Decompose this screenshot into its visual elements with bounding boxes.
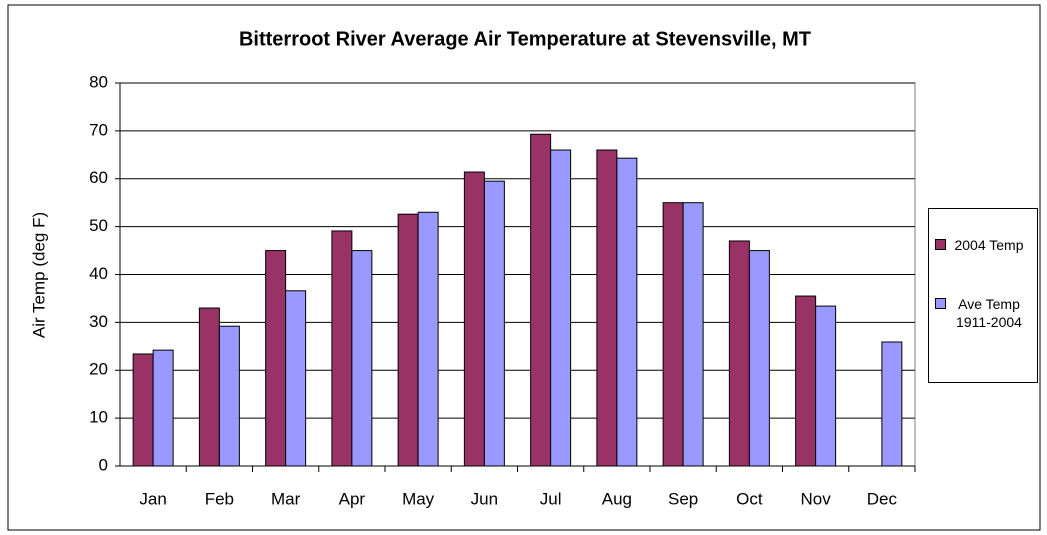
bar bbox=[530, 133, 552, 467]
bar bbox=[550, 149, 572, 467]
x-tick-label: Nov bbox=[801, 489, 832, 508]
bar bbox=[662, 202, 684, 467]
legend-entry: 2004 Temp bbox=[935, 236, 1029, 254]
bar bbox=[728, 240, 750, 467]
bar bbox=[397, 213, 419, 467]
y-tick-label: 60 bbox=[89, 168, 108, 187]
bar bbox=[218, 325, 240, 467]
y-tick-label: 20 bbox=[89, 360, 108, 379]
bar bbox=[265, 250, 287, 467]
bar bbox=[682, 202, 704, 467]
legend-swatch bbox=[935, 298, 946, 309]
x-tick-label: Aug bbox=[602, 489, 632, 508]
legend: 2004 Temp Ave Temp 1911-2004 bbox=[928, 208, 1038, 383]
bar bbox=[748, 250, 770, 467]
bar bbox=[152, 349, 174, 467]
y-tick-label: 70 bbox=[89, 120, 108, 139]
x-tick-label: Jun bbox=[471, 489, 498, 508]
bar bbox=[616, 157, 638, 467]
x-tick-label: Apr bbox=[339, 489, 366, 508]
y-tick-label: 10 bbox=[89, 408, 108, 427]
x-tick-label: Jul bbox=[540, 489, 562, 508]
bar bbox=[483, 180, 505, 467]
x-tick-label: Feb bbox=[205, 489, 234, 508]
bar bbox=[331, 230, 353, 467]
bar bbox=[463, 171, 485, 467]
x-tick-label: Sep bbox=[668, 489, 698, 508]
bar bbox=[132, 353, 154, 467]
bar bbox=[881, 341, 903, 467]
y-tick-label: 30 bbox=[89, 312, 108, 331]
bar bbox=[596, 149, 618, 467]
bar bbox=[795, 295, 817, 467]
chart-title: Bitterroot River Average Air Temperature… bbox=[239, 28, 811, 50]
bar bbox=[351, 250, 373, 467]
y-axis-label: Air Temp (deg F) bbox=[29, 212, 48, 338]
legend-label: Ave Temp 1911-2004 bbox=[956, 296, 1022, 330]
bar bbox=[198, 307, 220, 467]
x-tick-label: Mar bbox=[271, 489, 301, 508]
legend-swatch bbox=[935, 239, 946, 250]
bar bbox=[417, 211, 439, 467]
x-tick-label: May bbox=[402, 489, 435, 508]
bar bbox=[815, 305, 837, 467]
x-tick-label: Oct bbox=[736, 489, 763, 508]
legend-entry: Ave Temp 1911-2004 bbox=[935, 295, 1029, 331]
bar bbox=[285, 290, 307, 467]
x-tick-label: Dec bbox=[867, 489, 898, 508]
y-tick-label: 40 bbox=[89, 264, 108, 283]
x-tick-label: Jan bbox=[139, 489, 166, 508]
y-tick-label: 50 bbox=[89, 216, 108, 235]
y-tick-label: 80 bbox=[89, 72, 108, 91]
legend-label: 2004 Temp bbox=[954, 237, 1024, 253]
y-tick-label: 0 bbox=[99, 455, 108, 474]
